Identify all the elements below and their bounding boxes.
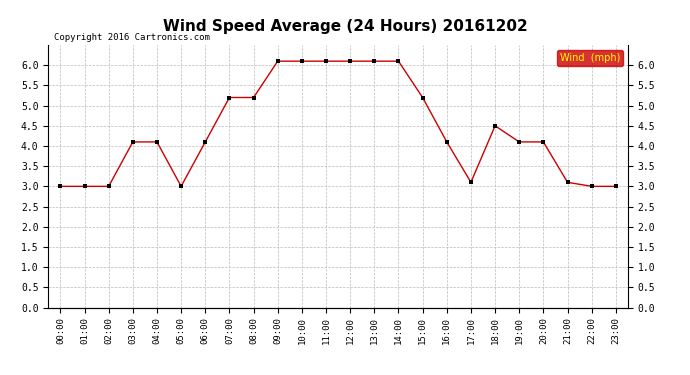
Text: Copyright 2016 Cartronics.com: Copyright 2016 Cartronics.com [54, 33, 210, 42]
Text: Wind Speed Average (24 Hours) 20161202: Wind Speed Average (24 Hours) 20161202 [163, 19, 527, 34]
Legend: Wind  (mph): Wind (mph) [557, 50, 623, 66]
